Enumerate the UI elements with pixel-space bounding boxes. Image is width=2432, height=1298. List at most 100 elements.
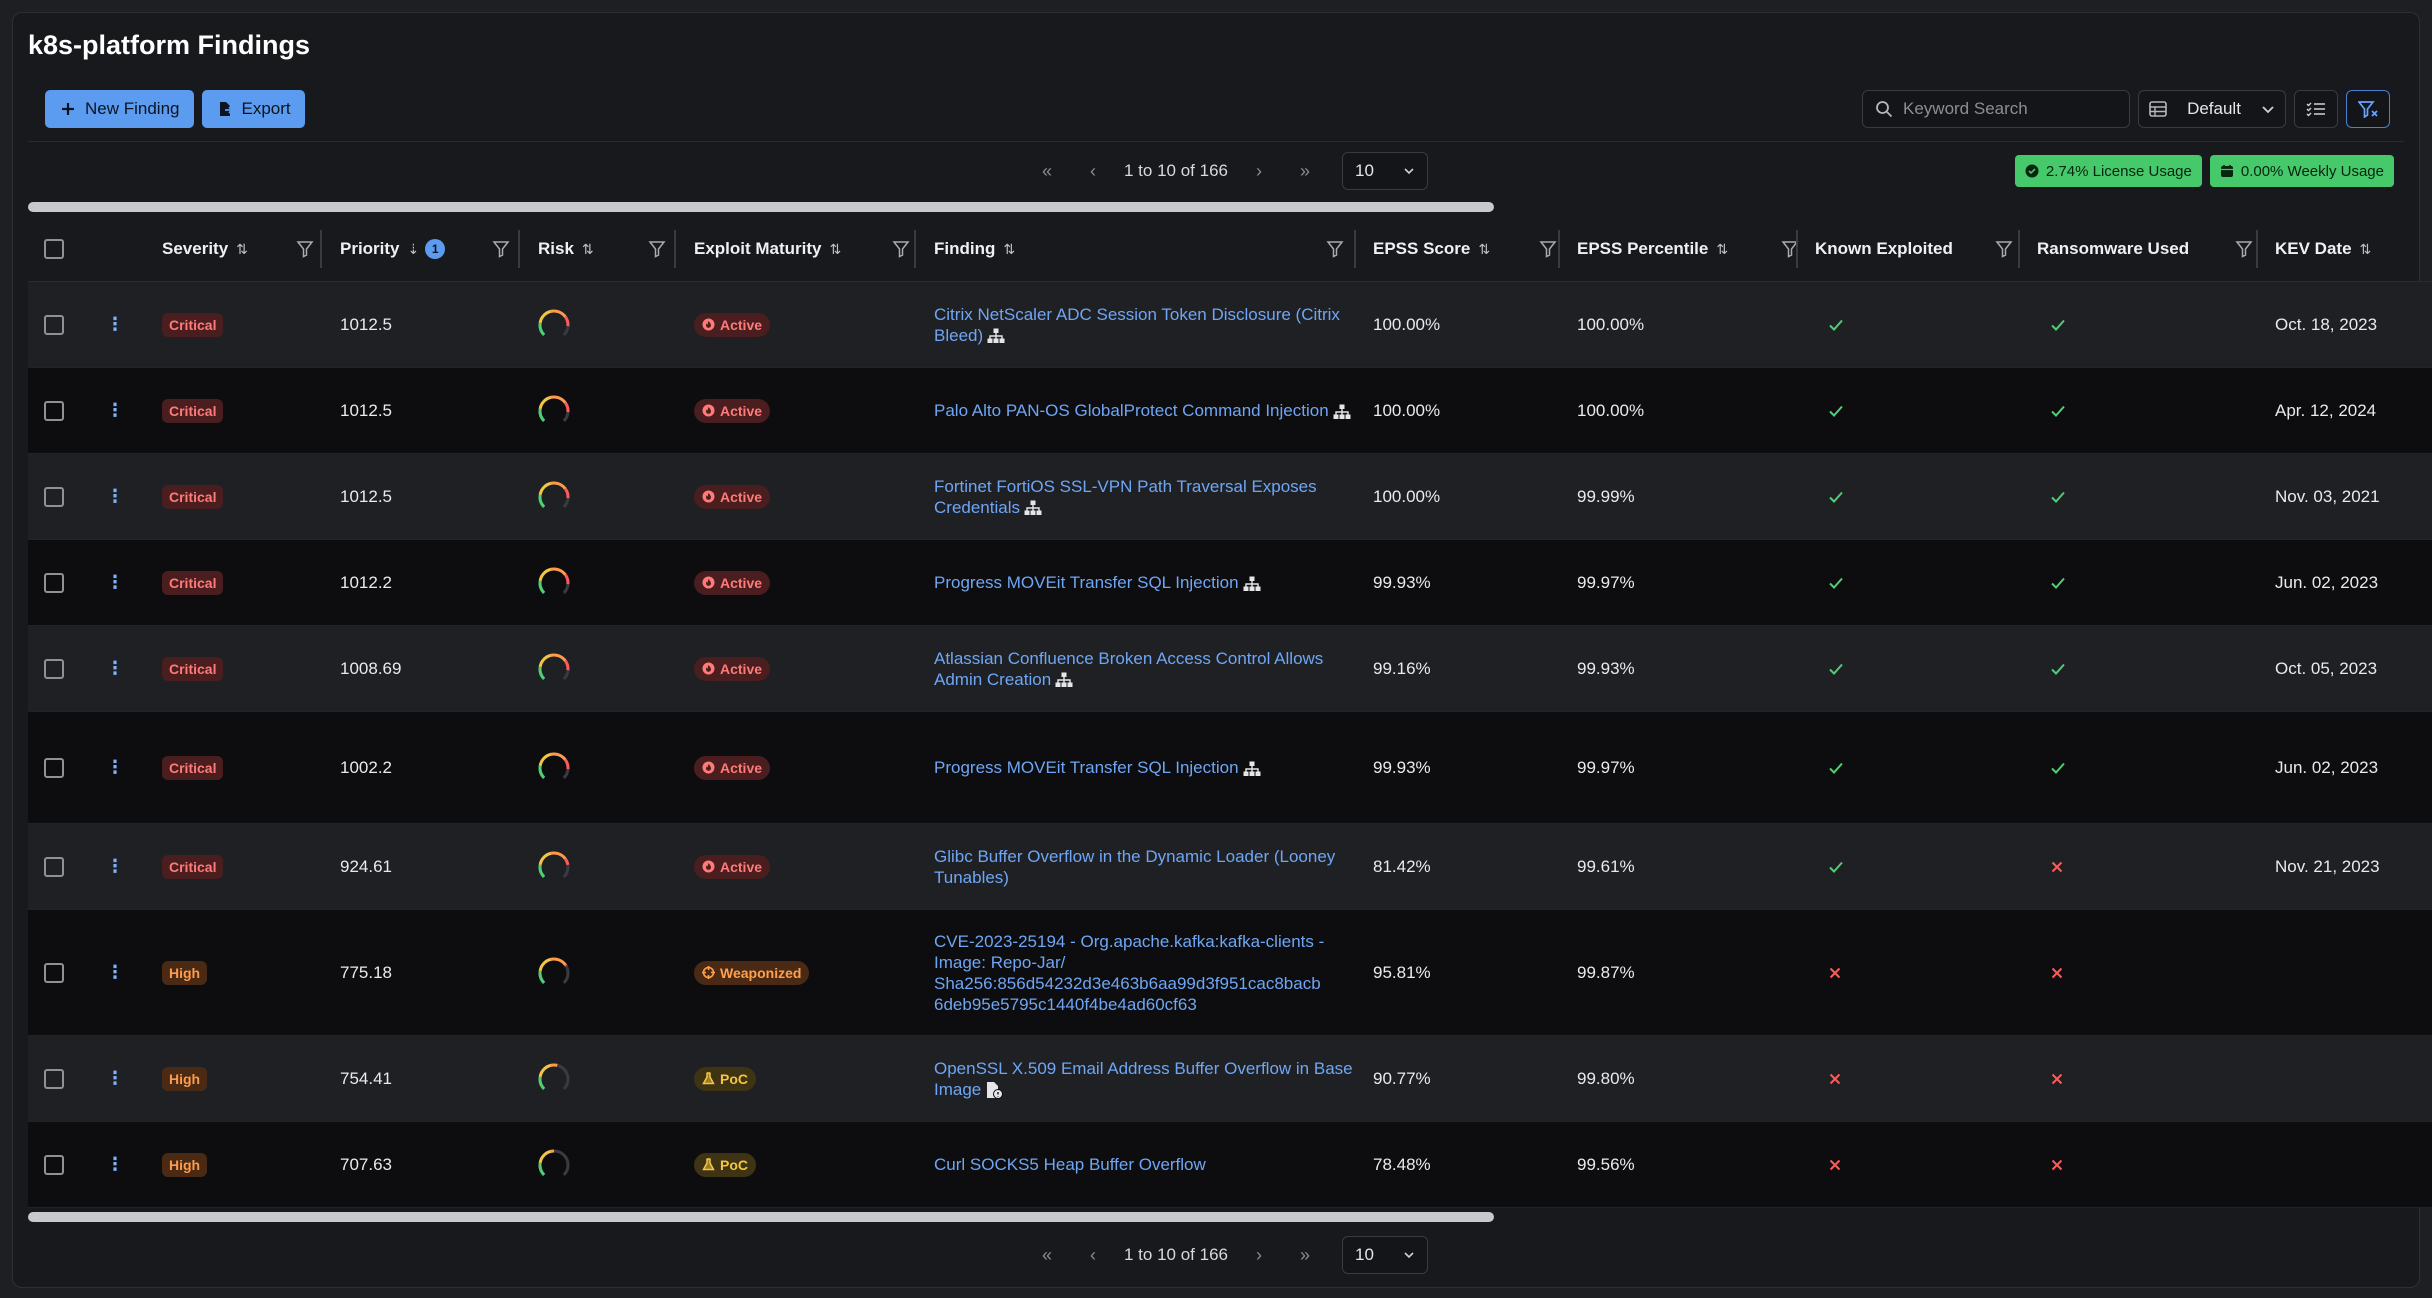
- sort-icon[interactable]: ⇅: [1003, 240, 1016, 257]
- finding-title[interactable]: Palo Alto PAN-OS GlobalProtect Command I…: [934, 401, 1329, 420]
- prev-page-button[interactable]: ‹: [1090, 1244, 1096, 1265]
- keyword-search[interactable]: [1862, 90, 2130, 128]
- row-checkbox[interactable]: [44, 1154, 64, 1175]
- sort-icon[interactable]: ⇅: [2359, 240, 2372, 257]
- finding-link[interactable]: CVE-2023-25194 - Org.apache.kafka:kafka-…: [934, 931, 1354, 1015]
- column-separator[interactable]: [1796, 230, 1798, 268]
- kev-date-cell: Jun. 02, 2023: [2275, 712, 2425, 823]
- row-checkbox[interactable]: [44, 1068, 64, 1089]
- col-known-exploited[interactable]: Known Exploited: [1815, 216, 2029, 282]
- kebab-menu-icon[interactable]: ⋮: [106, 856, 124, 876]
- kebab-menu-icon[interactable]: ⋮: [106, 757, 124, 777]
- col-finding[interactable]: Finding ⇅: [934, 216, 1360, 282]
- last-page-button[interactable]: »: [1299, 1244, 1310, 1265]
- column-separator[interactable]: [674, 230, 676, 268]
- column-separator[interactable]: [1558, 230, 1560, 268]
- sort-icon[interactable]: ⇅: [236, 240, 248, 257]
- filter-icon[interactable]: [296, 240, 314, 258]
- kebab-menu-icon[interactable]: ⋮: [106, 1068, 124, 1088]
- col-risk[interactable]: Risk ⇅: [538, 216, 682, 282]
- select-all-checkbox[interactable]: [44, 239, 64, 259]
- row-checkbox[interactable]: [44, 400, 64, 421]
- finding-link[interactable]: Progress MOVEit Transfer SQL Injection: [934, 757, 1354, 778]
- gauge-segment: [538, 1149, 552, 1163]
- page-size-select[interactable]: 10: [1341, 152, 1428, 190]
- finding-link[interactable]: Fortinet FortiOS SSL-VPN Path Traversal …: [934, 476, 1354, 518]
- first-page-button[interactable]: «: [1041, 1244, 1052, 1265]
- severity-cell: High: [162, 910, 312, 1035]
- kebab-menu-icon[interactable]: ⋮: [106, 400, 124, 420]
- finding-title[interactable]: Atlassian Confluence Broken Access Contr…: [934, 648, 1324, 689]
- column-separator[interactable]: [2256, 230, 2258, 268]
- finding-title[interactable]: Citrix NetScaler ADC Session Token Discl…: [934, 304, 1340, 345]
- search-input[interactable]: [1903, 99, 2103, 119]
- finding-title[interactable]: OpenSSL X.509 Email Address Buffer Overf…: [934, 1058, 1353, 1099]
- view-selector[interactable]: Default: [2138, 90, 2286, 128]
- finding-link[interactable]: OpenSSL X.509 Email Address Buffer Overf…: [934, 1058, 1354, 1100]
- kebab-menu-icon[interactable]: ⋮: [106, 962, 124, 982]
- row-checkbox[interactable]: [44, 486, 64, 507]
- col-severity[interactable]: Severity ⇅: [162, 216, 330, 282]
- first-page-button[interactable]: «: [1041, 160, 1052, 181]
- filter-icon[interactable]: [1995, 240, 2013, 258]
- filter-toggle-button[interactable]: [2346, 90, 2390, 128]
- kebab-menu-icon[interactable]: ⋮: [106, 314, 124, 334]
- filter-icon[interactable]: [492, 240, 510, 258]
- next-page-button[interactable]: ›: [1255, 1244, 1262, 1265]
- col-ransomware-used[interactable]: Ransomware Used: [2037, 216, 2269, 282]
- prev-page-button[interactable]: ‹: [1090, 160, 1096, 181]
- next-page-button[interactable]: ›: [1255, 160, 1262, 181]
- row-checkbox[interactable]: [44, 572, 64, 593]
- row-checkbox[interactable]: [44, 314, 64, 335]
- row-checkbox[interactable]: [44, 658, 64, 679]
- sort-icon[interactable]: ⇅: [581, 240, 594, 257]
- finding-link[interactable]: Citrix NetScaler ADC Session Token Discl…: [934, 304, 1354, 346]
- finding-link[interactable]: Atlassian Confluence Broken Access Contr…: [934, 648, 1354, 690]
- column-separator[interactable]: [914, 230, 916, 268]
- sort-icon[interactable]: ⇅: [1716, 240, 1729, 257]
- finding-link[interactable]: Palo Alto PAN-OS GlobalProtect Command I…: [934, 400, 1354, 421]
- sort-icon[interactable]: ⇅: [829, 240, 842, 257]
- kebab-menu-icon[interactable]: ⋮: [106, 658, 124, 678]
- finding-title[interactable]: Curl SOCKS5 Heap Buffer Overflow: [934, 1155, 1206, 1174]
- filter-icon[interactable]: [1539, 240, 1557, 258]
- horizontal-scrollbar-top[interactable]: [28, 202, 1494, 212]
- page-size-select[interactable]: 10: [1341, 1236, 1428, 1274]
- col-kev-date[interactable]: KEV Date ⇅: [2275, 216, 2425, 282]
- finding-link[interactable]: Progress MOVEit Transfer SQL Injection: [934, 572, 1354, 593]
- col-priority[interactable]: Priority ⇣ 1: [340, 216, 526, 282]
- filter-icon[interactable]: [648, 240, 666, 258]
- filter-icon[interactable]: [1326, 240, 1344, 258]
- filter-icon[interactable]: [892, 240, 910, 258]
- column-separator[interactable]: [518, 230, 520, 268]
- col-epss-percentile[interactable]: EPSS Percentile ⇅: [1577, 216, 1815, 282]
- kebab-menu-icon[interactable]: ⋮: [106, 486, 124, 506]
- horizontal-scrollbar-bottom[interactable]: [28, 1212, 1494, 1222]
- new-finding-button[interactable]: New Finding: [45, 90, 194, 128]
- check-icon: [1829, 319, 1843, 331]
- column-settings-button[interactable]: [2294, 90, 2338, 128]
- export-button[interactable]: Export: [201, 90, 305, 128]
- kebab-menu-icon[interactable]: ⋮: [106, 1154, 124, 1174]
- finding-title[interactable]: Fortinet FortiOS SSL-VPN Path Traversal …: [934, 476, 1317, 517]
- finding-title[interactable]: CVE-2023-25194 - Org.apache.kafka:kafka-…: [934, 931, 1325, 1014]
- sort-icon[interactable]: ⇅: [1478, 240, 1491, 257]
- sort-desc-icon[interactable]: ⇣: [407, 240, 420, 257]
- exploit-maturity-badge: Weaponized: [694, 960, 810, 985]
- filter-icon[interactable]: [2235, 240, 2253, 258]
- column-separator[interactable]: [2018, 230, 2020, 268]
- column-separator[interactable]: [320, 230, 322, 268]
- col-epss-score[interactable]: EPSS Score ⇅: [1373, 216, 1573, 282]
- last-page-button[interactable]: »: [1299, 160, 1310, 181]
- finding-title[interactable]: Progress MOVEit Transfer SQL Injection: [934, 573, 1239, 592]
- row-checkbox[interactable]: [44, 962, 64, 983]
- finding-title[interactable]: Progress MOVEit Transfer SQL Injection: [934, 758, 1239, 777]
- finding-title[interactable]: Glibc Buffer Overflow in the Dynamic Loa…: [934, 846, 1336, 887]
- col-exploit-maturity[interactable]: Exploit Maturity ⇅: [694, 216, 926, 282]
- kebab-menu-icon[interactable]: ⋮: [106, 572, 124, 592]
- finding-link[interactable]: Curl SOCKS5 Heap Buffer Overflow: [934, 1154, 1354, 1175]
- finding-link[interactable]: Glibc Buffer Overflow in the Dynamic Loa…: [934, 846, 1354, 888]
- row-checkbox[interactable]: [44, 757, 64, 778]
- column-separator[interactable]: [1354, 230, 1356, 268]
- row-checkbox[interactable]: [44, 856, 64, 877]
